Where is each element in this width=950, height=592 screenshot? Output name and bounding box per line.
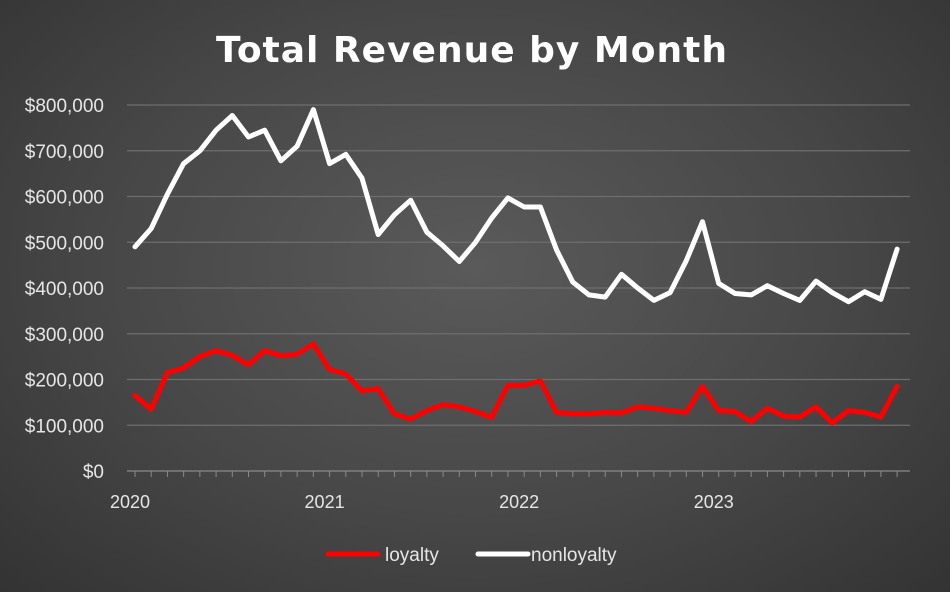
- y-tick-label: $800,000: [25, 96, 104, 117]
- y-axis-tick-labels: $0 $100,000 $200,000 $300,000 $400,000 $500,0…: [25, 96, 104, 483]
- legend-label-nonloyalty: nonloyalty: [531, 545, 617, 566]
- y-tick-label: $700,000: [25, 142, 104, 163]
- legend: loyalty nonloyalty: [325, 545, 617, 566]
- x-tick-label: 2020: [110, 492, 150, 512]
- y-tick-label: $400,000: [25, 279, 104, 300]
- x-axis: 2020 2021 2022 2023: [110, 470, 910, 512]
- x-tick-label: 2021: [305, 492, 345, 512]
- y-tick-label: $300,000: [25, 325, 104, 346]
- series-line-nonloyalty: [132, 107, 900, 305]
- y-tick-label: $500,000: [25, 233, 104, 254]
- chart-title: Total Revenue by Month: [216, 30, 728, 71]
- gridlines: [127, 104, 910, 426]
- x-tick-label: 2023: [694, 492, 734, 512]
- x-tick-label: 2022: [499, 492, 539, 512]
- y-tick-label: $200,000: [25, 371, 104, 392]
- y-tick-label: $0: [83, 462, 104, 483]
- series-lines: [132, 107, 900, 426]
- y-tick-label: $600,000: [25, 188, 104, 209]
- y-tick-label: $100,000: [25, 416, 104, 437]
- legend-label-loyalty: loyalty: [385, 545, 439, 566]
- series-line-loyalty: [132, 341, 900, 426]
